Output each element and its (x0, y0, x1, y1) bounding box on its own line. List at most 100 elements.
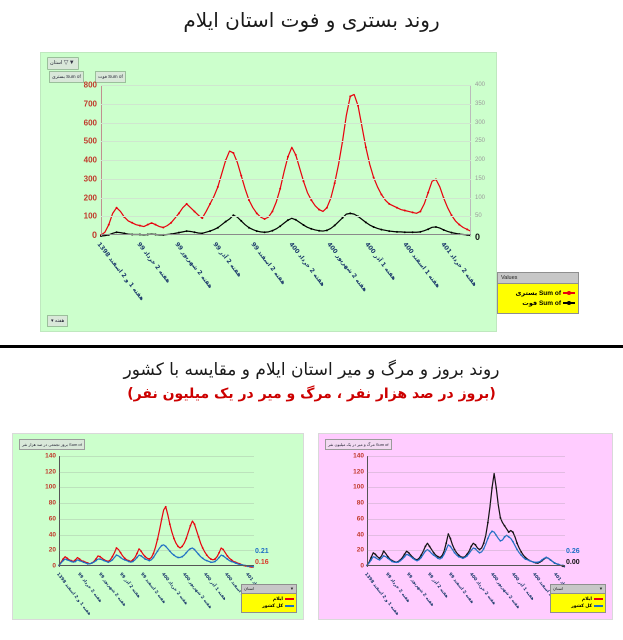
series-label-hospitalized[interactable]: Sum of بستری (49, 71, 84, 83)
legend-item-hospitalized[interactable]: Sum of بستری (501, 289, 575, 297)
legend-item-province[interactable]: ایلام (553, 596, 603, 602)
legend-header: استان (244, 586, 255, 591)
section2-subtitle: (بروز در صد هزار نفر ، مرگ و میر در یک م… (127, 386, 496, 402)
legend-header: Values (497, 272, 579, 284)
legend-swatch-red-icon (563, 290, 575, 295)
legend-header: استان (553, 586, 564, 591)
y-tick: 20 (48, 546, 56, 554)
legend-swatch-blue-icon (285, 605, 294, 607)
gridline (59, 471, 254, 473)
gridline (101, 85, 471, 86)
y-tick-right: 400 (475, 82, 486, 88)
legend-swatch-blue-icon (594, 605, 603, 607)
legend-label: ایلام (581, 596, 592, 601)
x-label: هفته 2 خرداد 401 (439, 241, 479, 288)
legend-label: Sum of بستری (515, 290, 561, 297)
section-divider (0, 345, 623, 348)
gridline (59, 456, 254, 457)
y-tick-right: 50 (475, 213, 482, 220)
plot-area-mortality: 140 120 100 80 60 40 20 0 0.26 0.00 (353, 453, 579, 570)
week-field-label: هفته (54, 318, 65, 324)
section2-title: روند بروز و مرگ و میر استان ایلام و مقای… (123, 360, 500, 380)
mortality-header-label[interactable]: Sum of مرگ و میر در یک میلیون نفر (325, 439, 392, 450)
legend-swatch-black-icon (563, 300, 575, 305)
y-tick: 140 (45, 452, 56, 460)
gridline (59, 518, 254, 520)
legend-header-row[interactable]: ▼ استان (550, 584, 606, 594)
y-tick-right: 300 (475, 119, 486, 126)
week-field-button[interactable]: هفته ▾ (47, 315, 69, 327)
x-label: هفته 2 خرداد 99 (135, 241, 172, 285)
y-tick: 40 (48, 531, 56, 538)
x-label: هفته 1 اسفند 400 (401, 241, 442, 290)
y-tick: 0 (360, 562, 364, 570)
pivot-chart-panel: ▼ ▽ استان Sum of بستری Sum of فوت 800 (40, 52, 497, 332)
legend-mortality: ▼ استان ایلام کل کشور (550, 584, 606, 613)
gridline (367, 487, 565, 489)
gridline (367, 518, 565, 520)
gridline (101, 178, 471, 180)
y-tick-left: 500 (83, 136, 97, 146)
mortality-chart-panel: Sum of مرگ و میر در یک میلیون نفر 140 12… (318, 433, 613, 620)
x-label: هفته 2 اسفند 99 (249, 241, 287, 286)
gridline (101, 160, 471, 161)
x-label: هفته 1 آذر 400 (202, 572, 227, 602)
legend-body: ایلام کل کشور (550, 594, 606, 613)
legend-item-province[interactable]: ایلام (244, 596, 294, 602)
y-tick-right: 150 (475, 175, 486, 182)
plot-area-main: 800 700 600 500 400 300 200 100 0 400 35… (84, 81, 485, 243)
y-tick: 140 (353, 452, 364, 460)
legend-body: ایلام کل کشور (241, 594, 297, 613)
y-tick-left: 800 (83, 80, 97, 90)
x-label: هفته 2 شهریور 99 (173, 241, 214, 290)
gridline (59, 503, 254, 505)
gridline (59, 534, 254, 536)
legend-swatch-red-icon (285, 598, 294, 600)
y-tick-left: 300 (83, 174, 97, 184)
incidence-chart-panel: Sum of بروز تجمعی در صد هزار نفر 140 120… (12, 433, 304, 620)
end-value-country: 0.21 (255, 548, 269, 555)
y-axis (59, 456, 60, 567)
y-tick-left: 400 (83, 155, 97, 165)
x-axis-labels-incidence: هفته 1 و 2 اسفند 1398 هفته 2 خرداد 99 هف… (55, 572, 272, 620)
legend-item-country[interactable]: کل کشور (553, 603, 603, 609)
legend-body: Sum of بستری Sum of فوت (497, 284, 579, 314)
y-tick-left: 700 (83, 99, 97, 109)
legend-label: ایلام (272, 596, 283, 601)
y-tick: 20 (356, 546, 364, 554)
x-axis-labels-main: هفته 1 و 2 اسفند 1398 هفته 2 خرداد 99 هف… (95, 241, 478, 331)
legend-item-country[interactable]: کل کشور (244, 603, 294, 609)
gridline (59, 550, 254, 552)
x-label: هفته 1 و 2 اسفند 1398 (95, 241, 146, 303)
gridline (101, 122, 471, 124)
y-tick: 40 (356, 531, 364, 538)
y-tick: 120 (353, 468, 364, 476)
x-label: هفته 2 شهریور 400 (325, 241, 369, 294)
section-hospitalization-death: روند بستری و فوت استان ایلام ▼ ▽ استان S… (40, 8, 579, 332)
y-tick-left: 200 (83, 193, 97, 202)
incidence-header-label[interactable]: Sum of بروز تجمعی در صد هزار نفر (19, 439, 85, 450)
legend-swatch-red-icon (594, 598, 603, 600)
y-tick: 80 (48, 499, 56, 507)
legend-header-row[interactable]: ▼ استان (241, 584, 297, 594)
legend-values: Values Sum of بستری Sum of فوت (497, 272, 579, 314)
section-incidence-mortality: روند بروز و مرگ و میر استان ایلام و مقای… (0, 348, 623, 640)
x-axis (367, 565, 565, 566)
y-tick-right-zero: 0 (475, 232, 481, 242)
legend-item-death[interactable]: Sum of فوت (501, 299, 575, 307)
x-label: هفته 2 خرداد 400 (287, 241, 327, 288)
gridline (367, 503, 565, 505)
gridline (367, 534, 565, 536)
series-label-death[interactable]: Sum of فوت (95, 71, 126, 83)
legend-label: کل کشور (571, 603, 592, 608)
x-label: هفته 2 آذر 99 (211, 241, 243, 279)
end-value-province: 0.16 (255, 559, 269, 566)
x-axis (101, 234, 471, 235)
gridline (367, 456, 565, 457)
incidence-line-chart (58, 505, 255, 568)
province-filter-button[interactable]: ▼ ▽ استان (47, 57, 79, 70)
y-axis (367, 456, 368, 567)
x-axis (59, 565, 254, 566)
y-tick: 60 (356, 515, 364, 523)
gridline (101, 216, 471, 218)
